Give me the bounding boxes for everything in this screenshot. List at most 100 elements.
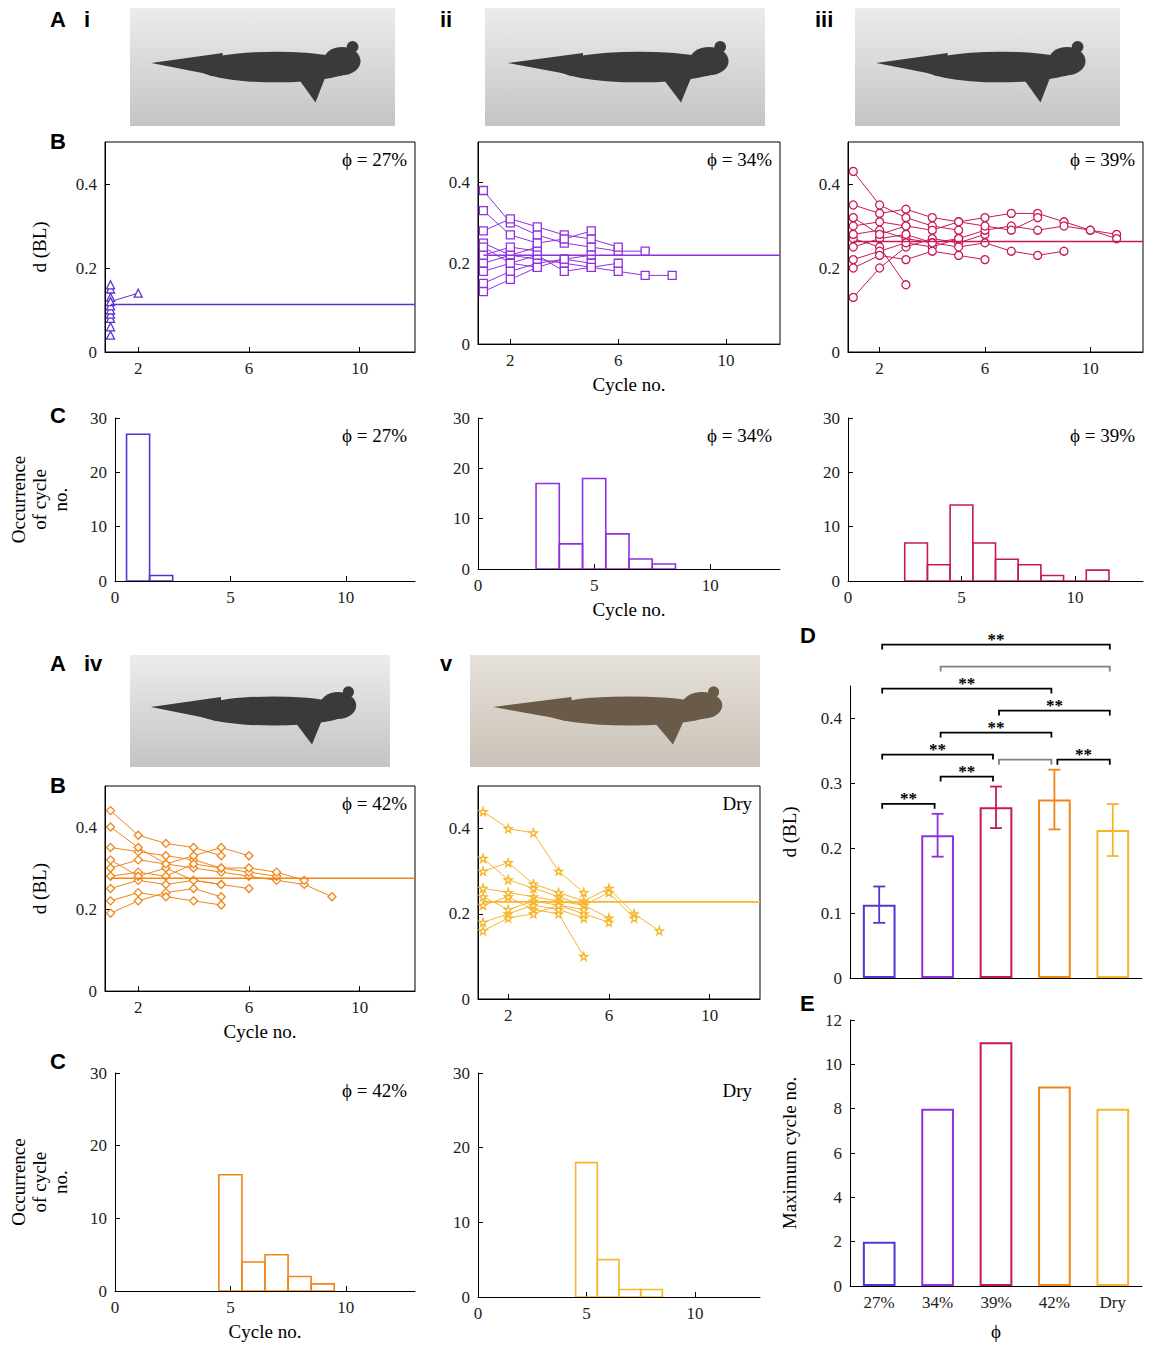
svg-text:5: 5 xyxy=(957,588,966,607)
svg-text:10: 10 xyxy=(1066,588,1083,607)
svg-text:0.2: 0.2 xyxy=(449,254,470,273)
svg-text:ϕ = 42%: ϕ = 42% xyxy=(342,793,407,814)
svg-text:0: 0 xyxy=(462,1288,471,1307)
svg-text:0.2: 0.2 xyxy=(821,839,842,858)
svg-text:10: 10 xyxy=(1082,359,1099,378)
svg-text:0: 0 xyxy=(832,572,841,591)
svg-text:2: 2 xyxy=(875,359,884,378)
svg-text:30: 30 xyxy=(90,409,107,428)
svg-text:of cycle: of cycle xyxy=(29,469,50,530)
svg-text:0.1: 0.1 xyxy=(821,904,842,923)
svg-text:10: 10 xyxy=(702,576,719,595)
svg-text:6: 6 xyxy=(981,359,990,378)
svg-text:d (BL): d (BL) xyxy=(29,863,51,914)
svg-text:0.2: 0.2 xyxy=(76,259,97,278)
svg-text:Dry: Dry xyxy=(722,1080,752,1101)
svg-text:ϕ = 42%: ϕ = 42% xyxy=(342,1080,407,1101)
svg-text:Occurrence: Occurrence xyxy=(8,1138,29,1226)
svg-text:5: 5 xyxy=(226,1298,235,1317)
svg-text:Cycle no.: Cycle no. xyxy=(593,599,666,620)
svg-text:2: 2 xyxy=(506,351,515,370)
svg-text:**: ** xyxy=(958,674,975,693)
svg-text:2: 2 xyxy=(504,1006,513,1025)
svg-text:5: 5 xyxy=(590,576,599,595)
svg-text:10: 10 xyxy=(718,351,735,370)
svg-text:d (BL): d (BL) xyxy=(29,221,51,272)
svg-text:6: 6 xyxy=(834,1144,843,1163)
svg-text:0: 0 xyxy=(111,588,120,607)
svg-text:20: 20 xyxy=(453,1138,470,1157)
svg-text:Cycle no.: Cycle no. xyxy=(229,1321,302,1342)
svg-text:10: 10 xyxy=(453,1213,470,1232)
svg-text:10: 10 xyxy=(337,1298,354,1317)
svg-text:0: 0 xyxy=(832,343,841,362)
svg-text:0.4: 0.4 xyxy=(819,175,841,194)
svg-text:5: 5 xyxy=(582,1304,591,1323)
svg-text:34%: 34% xyxy=(922,1293,953,1312)
svg-text:0: 0 xyxy=(474,1304,483,1323)
svg-text:Dry: Dry xyxy=(722,793,752,814)
svg-text:0: 0 xyxy=(834,1277,843,1296)
svg-text:30: 30 xyxy=(453,409,470,428)
svg-text:12: 12 xyxy=(825,1011,842,1030)
svg-text:no.: no. xyxy=(50,1170,71,1194)
svg-text:10: 10 xyxy=(453,509,470,528)
svg-text:0: 0 xyxy=(844,588,853,607)
svg-text:10: 10 xyxy=(701,1006,718,1025)
svg-text:0.2: 0.2 xyxy=(449,904,470,923)
svg-text:30: 30 xyxy=(453,1064,470,1083)
svg-text:10: 10 xyxy=(90,1209,107,1228)
svg-text:Occurrence: Occurrence xyxy=(8,456,29,544)
svg-text:ϕ = 34%: ϕ = 34% xyxy=(707,149,772,170)
svg-text:30: 30 xyxy=(90,1064,107,1083)
svg-text:10: 10 xyxy=(686,1304,703,1323)
svg-text:**: ** xyxy=(1075,745,1092,764)
svg-text:ϕ = 27%: ϕ = 27% xyxy=(342,425,407,446)
svg-text:20: 20 xyxy=(90,463,107,482)
svg-text:0.4: 0.4 xyxy=(821,709,843,728)
svg-text:6: 6 xyxy=(614,351,623,370)
svg-text:0: 0 xyxy=(462,560,471,579)
svg-text:10: 10 xyxy=(90,517,107,536)
svg-text:2: 2 xyxy=(134,998,143,1017)
svg-text:Dry: Dry xyxy=(1100,1293,1127,1312)
svg-text:0: 0 xyxy=(462,335,471,354)
svg-text:**: ** xyxy=(1046,696,1063,715)
svg-text:0.4: 0.4 xyxy=(449,819,471,838)
svg-text:ϕ: ϕ xyxy=(991,1321,1001,1342)
svg-text:6: 6 xyxy=(245,359,254,378)
svg-text:2: 2 xyxy=(134,359,143,378)
svg-text:ϕ = 39%: ϕ = 39% xyxy=(1070,425,1135,446)
svg-text:0: 0 xyxy=(89,343,98,362)
svg-text:6: 6 xyxy=(245,998,254,1017)
svg-text:ϕ = 27%: ϕ = 27% xyxy=(342,149,407,170)
svg-text:0: 0 xyxy=(99,1282,108,1301)
svg-text:0.4: 0.4 xyxy=(76,818,98,837)
svg-text:10: 10 xyxy=(823,517,840,536)
svg-text:4: 4 xyxy=(834,1188,843,1207)
svg-text:5: 5 xyxy=(226,588,235,607)
svg-text:6: 6 xyxy=(605,1006,614,1025)
svg-text:**: ** xyxy=(958,762,975,781)
svg-text:Maximum cycle no.: Maximum cycle no. xyxy=(779,1077,800,1230)
svg-text:0: 0 xyxy=(474,576,483,595)
svg-text:Cycle no.: Cycle no. xyxy=(224,1021,297,1042)
svg-text:**: ** xyxy=(988,718,1005,737)
svg-text:**: ** xyxy=(929,740,946,759)
svg-text:ϕ = 39%: ϕ = 39% xyxy=(1070,149,1135,170)
svg-text:0.4: 0.4 xyxy=(449,173,471,192)
svg-text:0: 0 xyxy=(99,572,108,591)
svg-text:of cycle: of cycle xyxy=(29,1152,50,1213)
svg-text:0.3: 0.3 xyxy=(821,774,842,793)
svg-text:**: ** xyxy=(900,789,917,808)
svg-text:0: 0 xyxy=(834,969,843,988)
svg-text:0.4: 0.4 xyxy=(76,175,98,194)
svg-text:27%: 27% xyxy=(864,1293,895,1312)
svg-text:8: 8 xyxy=(834,1099,843,1118)
svg-text:d (BL): d (BL) xyxy=(779,806,801,857)
svg-text:2: 2 xyxy=(834,1232,843,1251)
svg-text:20: 20 xyxy=(453,459,470,478)
svg-text:30: 30 xyxy=(823,409,840,428)
svg-text:10: 10 xyxy=(825,1055,842,1074)
svg-text:ϕ = 34%: ϕ = 34% xyxy=(707,425,772,446)
